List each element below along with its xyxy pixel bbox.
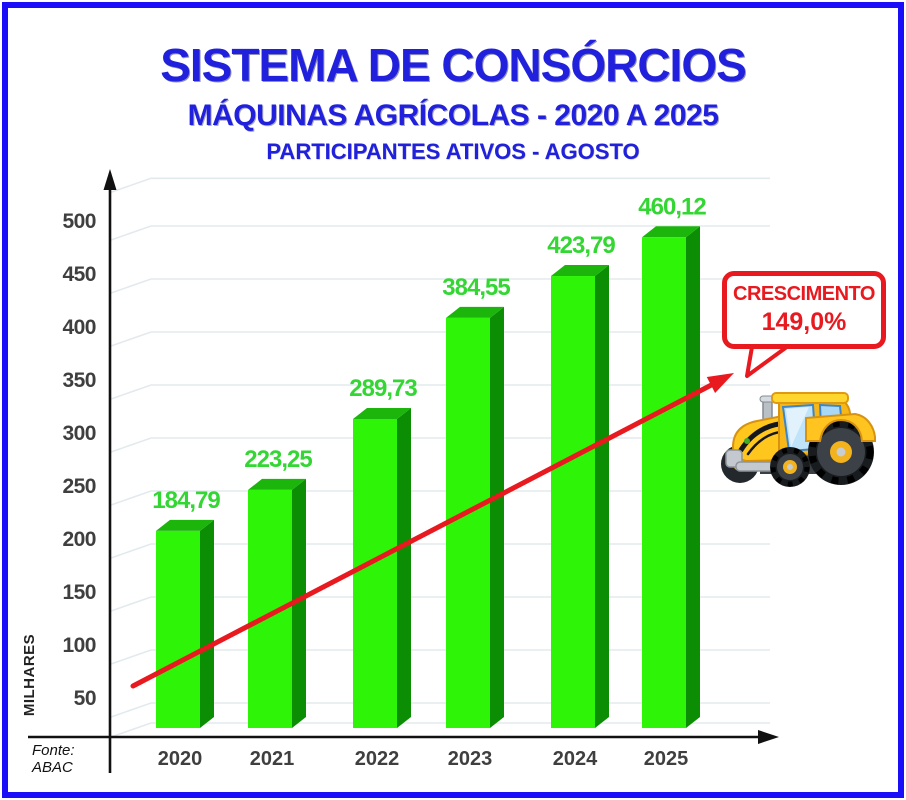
header: SISTEMA DE CONSÓRCIOS MÁQUINAS AGRÍCOLAS… xyxy=(0,40,906,165)
y-tick-label: 400 xyxy=(62,316,96,339)
x-category-label-2025: 2025 xyxy=(644,748,689,770)
y-tick-label: 450 xyxy=(62,263,96,286)
bar-value-label-2024: 423,79 xyxy=(547,232,615,259)
x-category-label-2023: 2023 xyxy=(448,748,493,770)
bar-value-label-2025: 460,12 xyxy=(638,193,706,220)
tractor-part xyxy=(771,392,849,404)
bar-side-2021 xyxy=(292,478,306,728)
x-category-label-2024: 2024 xyxy=(553,748,598,770)
bar-value-label-2020: 184,79 xyxy=(152,487,220,514)
trend-arrowhead xyxy=(706,373,734,393)
x-category-label-2021: 2021 xyxy=(250,748,295,770)
tractor-part xyxy=(744,438,750,444)
y-axis-title: MILHARES xyxy=(20,633,38,717)
tractor-part xyxy=(770,447,810,487)
page-tagline: PARTICIPANTES ATIVOS - AGOSTO xyxy=(266,139,640,164)
bar-2024 xyxy=(551,276,595,728)
y-tick-label: 500 xyxy=(62,210,96,233)
y-tick-label: 200 xyxy=(62,528,96,551)
bar-side-2023 xyxy=(490,306,504,728)
bar-top-2023 xyxy=(446,306,504,318)
bar-value-label-2022: 289,73 xyxy=(349,375,417,402)
bar-side-2025 xyxy=(686,226,700,728)
y-tick-label: 100 xyxy=(62,634,96,657)
growth-callout-label: CRESCIMENTO xyxy=(733,283,875,305)
bar-2022 xyxy=(353,419,397,728)
trend-arrow-line xyxy=(130,378,722,689)
bar-2020 xyxy=(156,530,200,728)
bar-side-2024 xyxy=(595,265,609,728)
x-axis-arrowhead xyxy=(758,730,779,744)
bar-top-2022 xyxy=(353,408,411,420)
y-tick-label: 350 xyxy=(62,369,96,392)
y-tick-label: 300 xyxy=(62,422,96,445)
growth-callout: CRESCIMENTO 149,0% xyxy=(722,271,886,349)
y-tick-label: 150 xyxy=(62,581,96,604)
bar-top-2024 xyxy=(551,265,609,277)
bar-2023 xyxy=(446,317,490,728)
y-tick-label: 250 xyxy=(62,475,96,498)
y-axis-arrowhead xyxy=(103,169,117,190)
source-note: Fonte: ABAC xyxy=(32,742,75,776)
page-subtitle: MÁQUINAS AGRÍCOLAS - 2020 A 2025 xyxy=(187,99,719,132)
gridline xyxy=(110,177,770,194)
tractor-part xyxy=(805,412,876,442)
tractor-part xyxy=(808,419,874,485)
tractor-part xyxy=(836,447,846,457)
page-title: SISTEMA DE CONSÓRCIOS xyxy=(160,39,747,91)
y-tick-label: 50 xyxy=(74,687,96,710)
tractor-icon xyxy=(721,392,876,487)
bar-top-2021 xyxy=(248,478,306,490)
x-category-label-2020: 2020 xyxy=(158,748,203,770)
tractor-part xyxy=(786,407,809,447)
bar-side-2020 xyxy=(200,519,214,728)
bar-top-2020 xyxy=(156,519,214,531)
bar-value-label-2021: 223,25 xyxy=(244,446,312,473)
gridline xyxy=(110,225,770,241)
bar-2025 xyxy=(642,237,686,728)
growth-callout-value: 149,0% xyxy=(761,308,847,336)
x-category-label-2022: 2022 xyxy=(355,748,400,770)
bar-value-label-2023: 384,55 xyxy=(442,274,510,301)
bar-side-2022 xyxy=(397,408,411,728)
tractor-part xyxy=(787,464,793,470)
bar-top-2025 xyxy=(642,226,700,238)
